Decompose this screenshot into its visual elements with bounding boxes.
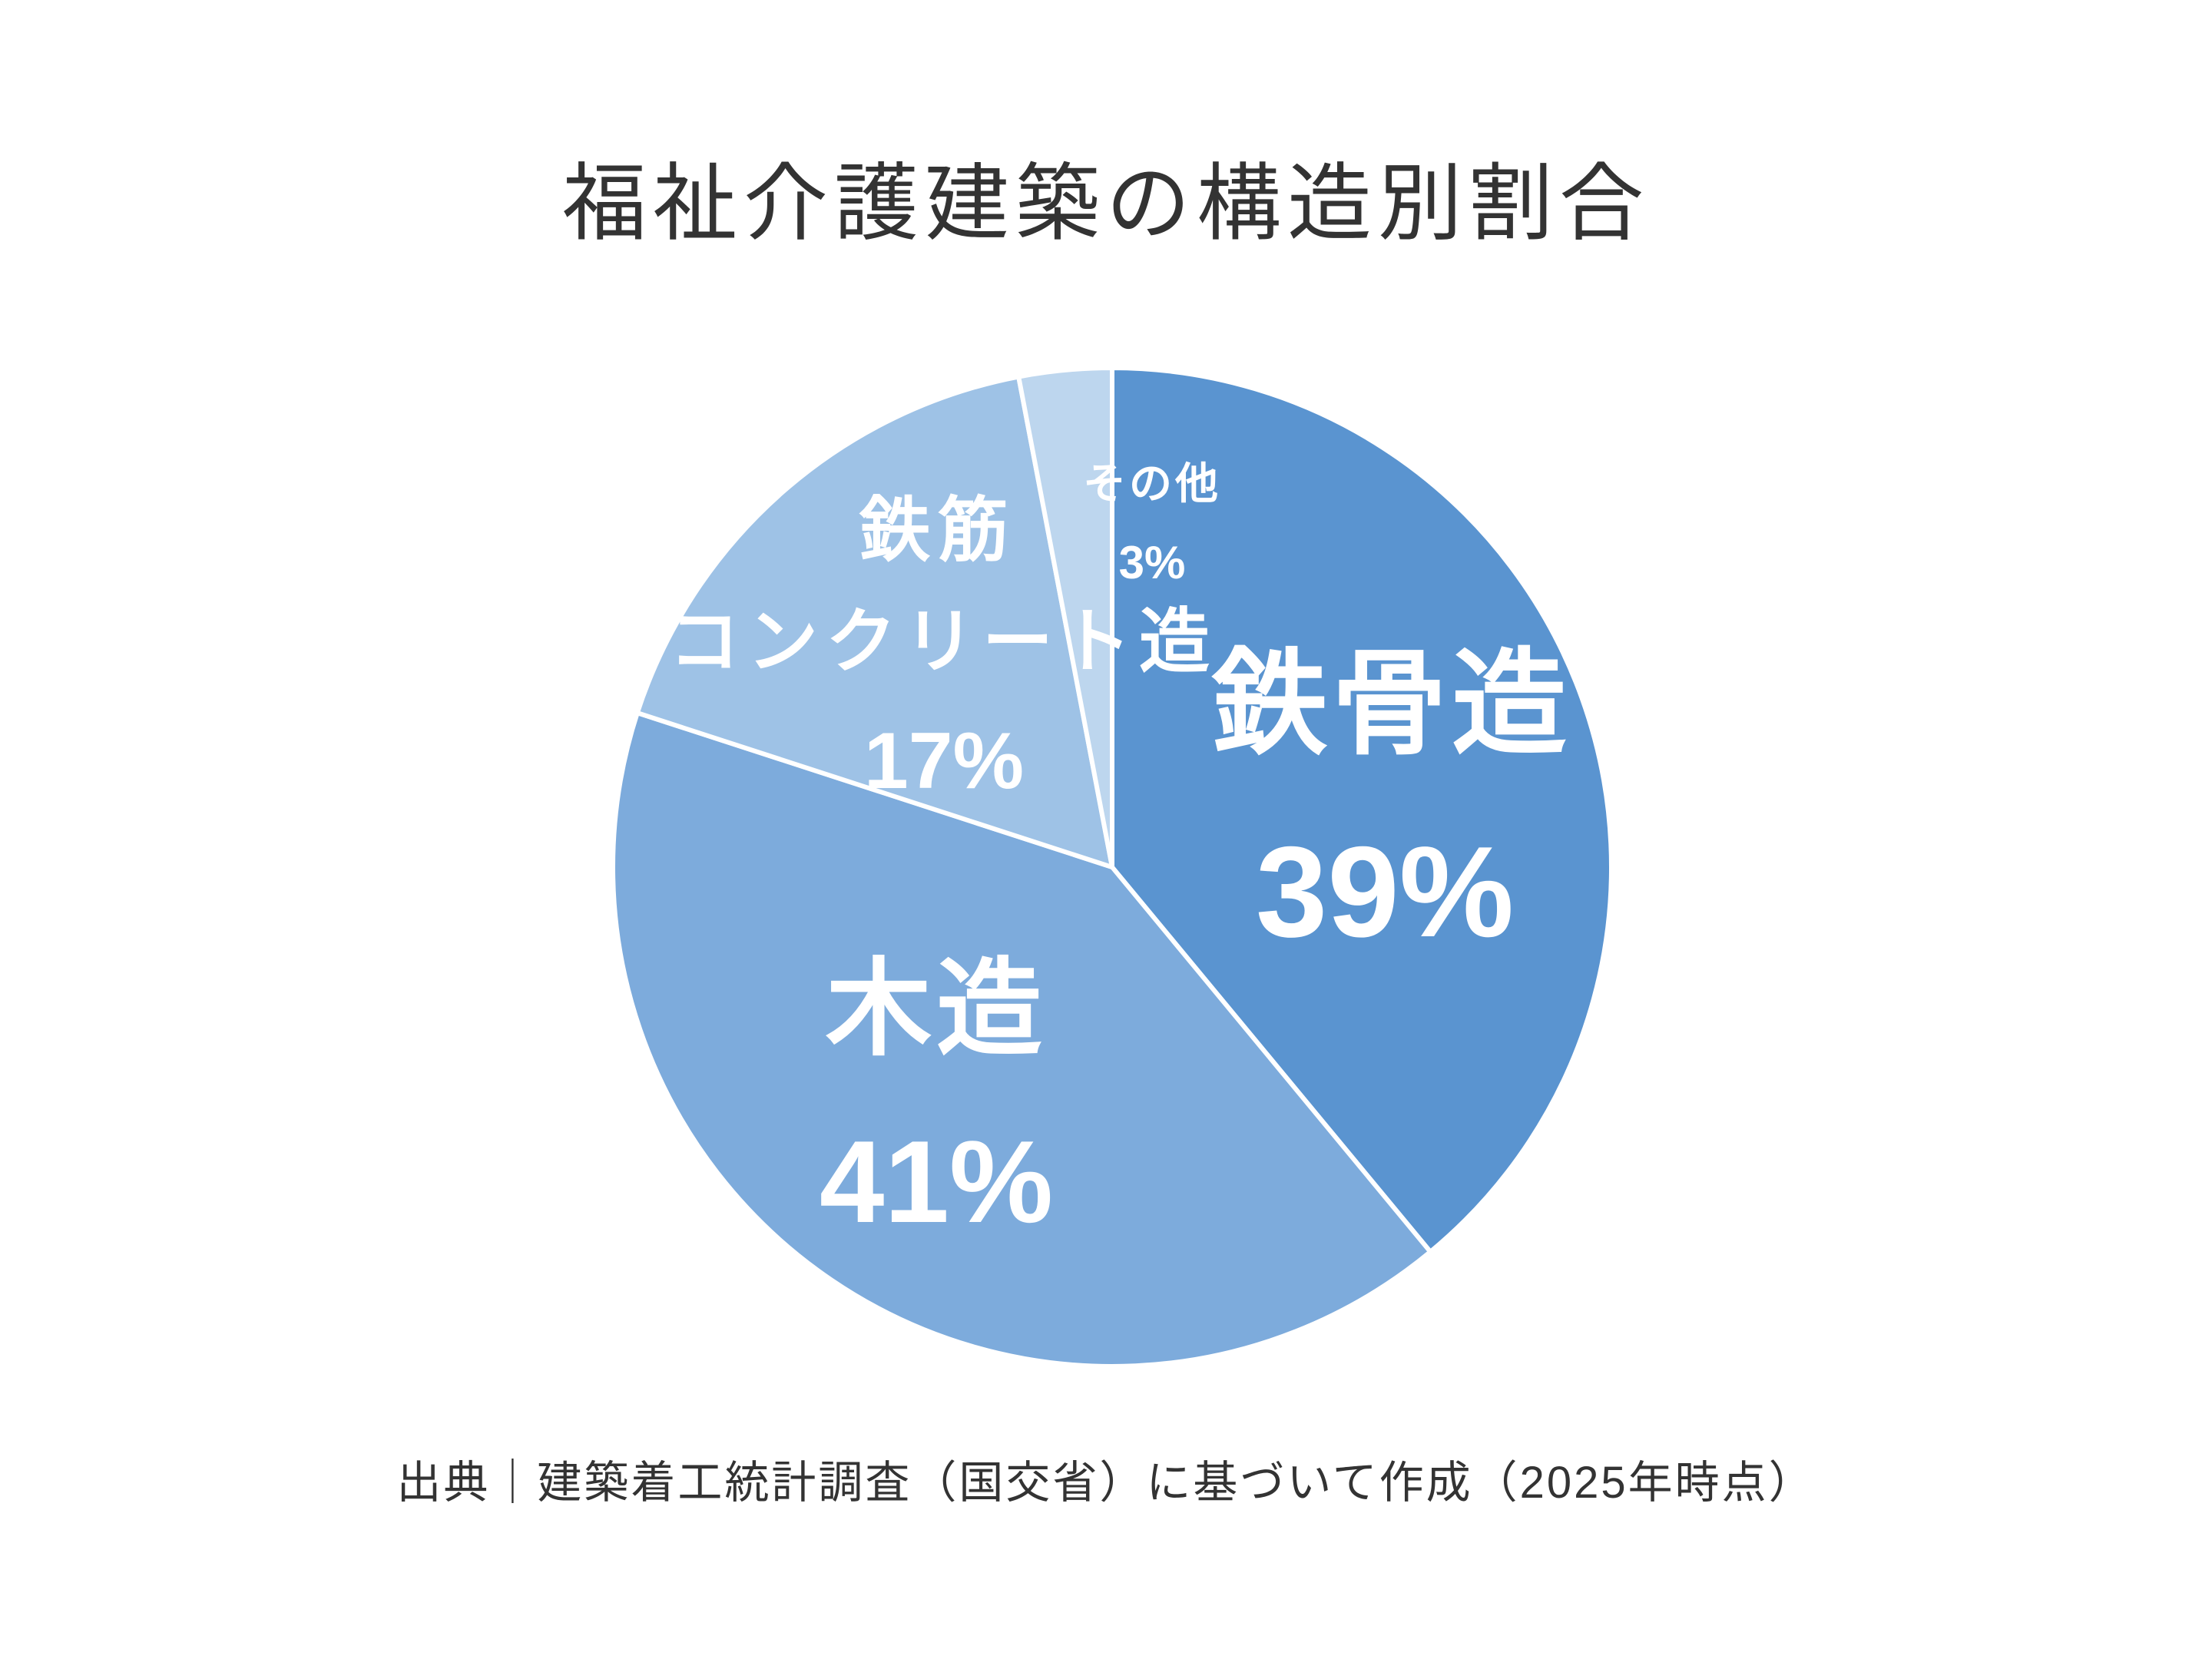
slice-value-steel-frame: 39% (1255, 820, 1515, 964)
slice-label-steel-frame: 鉄骨造 (1211, 639, 1572, 768)
source-note: 出典｜建築着工統計調査（国交省）に基づいて作成（2025年時点） (396, 1458, 1816, 1508)
pie-chart (609, 364, 1615, 1370)
slice-value-reinforced-concrete: 17% (863, 717, 1025, 806)
pie-slice-1 (1110, 366, 1614, 1254)
chart-title: 福祉介護建築の構造別割合 (562, 157, 1650, 251)
slice-label-wood: 木造 (825, 950, 1048, 1068)
slice-value-other: 3% (1118, 537, 1186, 588)
slice-value-wood: 41% (819, 1117, 1054, 1247)
pie-slice-4 (1016, 366, 1114, 869)
pie-chart-svg (611, 366, 1614, 1369)
slice-label-reinforced-concrete-line2: コンクリート造 (668, 603, 1218, 681)
slice-label-other: その他 (1083, 459, 1221, 508)
pie-slice-3 (634, 374, 1114, 869)
slice-label-reinforced-concrete-line1: 鉄筋 (859, 492, 1017, 570)
pie-slice-2 (611, 710, 1433, 1369)
